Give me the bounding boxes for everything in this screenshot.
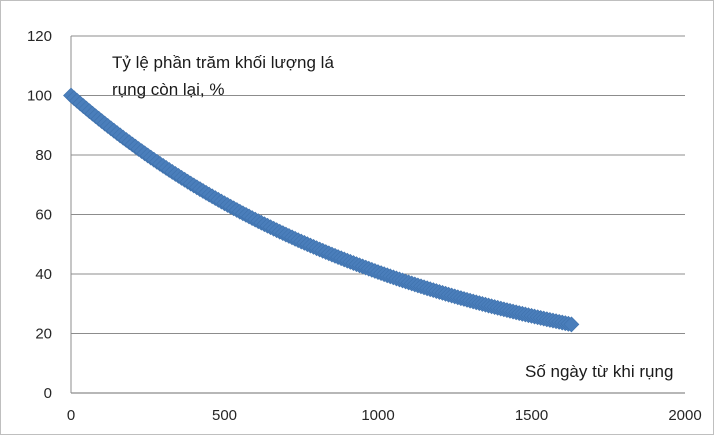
- x-tick-label: 2000: [668, 407, 701, 424]
- x-tick-label: 0: [67, 407, 75, 424]
- y-tick-label: 20: [35, 326, 52, 343]
- data-points: [63, 87, 580, 333]
- y-axis-title-line-1: Tỷ lệ phần trăm khối lượng lá: [112, 53, 334, 72]
- y-tick-label: 40: [35, 266, 52, 283]
- y-tick-label: 100: [27, 88, 52, 105]
- y-tick-label: 120: [27, 28, 52, 45]
- y-tick-label: 0: [44, 385, 52, 402]
- x-tick-label: 500: [212, 407, 237, 424]
- x-tick-label: 1500: [515, 407, 548, 424]
- x-tick-labels: 0 500 1000 1500 2000: [67, 407, 702, 424]
- x-axis-title: Số ngày từ khi rụng: [525, 362, 673, 381]
- y-tick-label: 60: [35, 207, 52, 224]
- y-tick-labels: 0 20 40 60 80 100 120: [27, 28, 52, 402]
- gridlines: [70, 35, 685, 394]
- data-point: [563, 316, 580, 333]
- y-tick-label: 80: [35, 147, 52, 164]
- y-axis-title-line-2: rụng còn lại, %: [112, 80, 224, 99]
- x-tick-label: 1000: [361, 407, 394, 424]
